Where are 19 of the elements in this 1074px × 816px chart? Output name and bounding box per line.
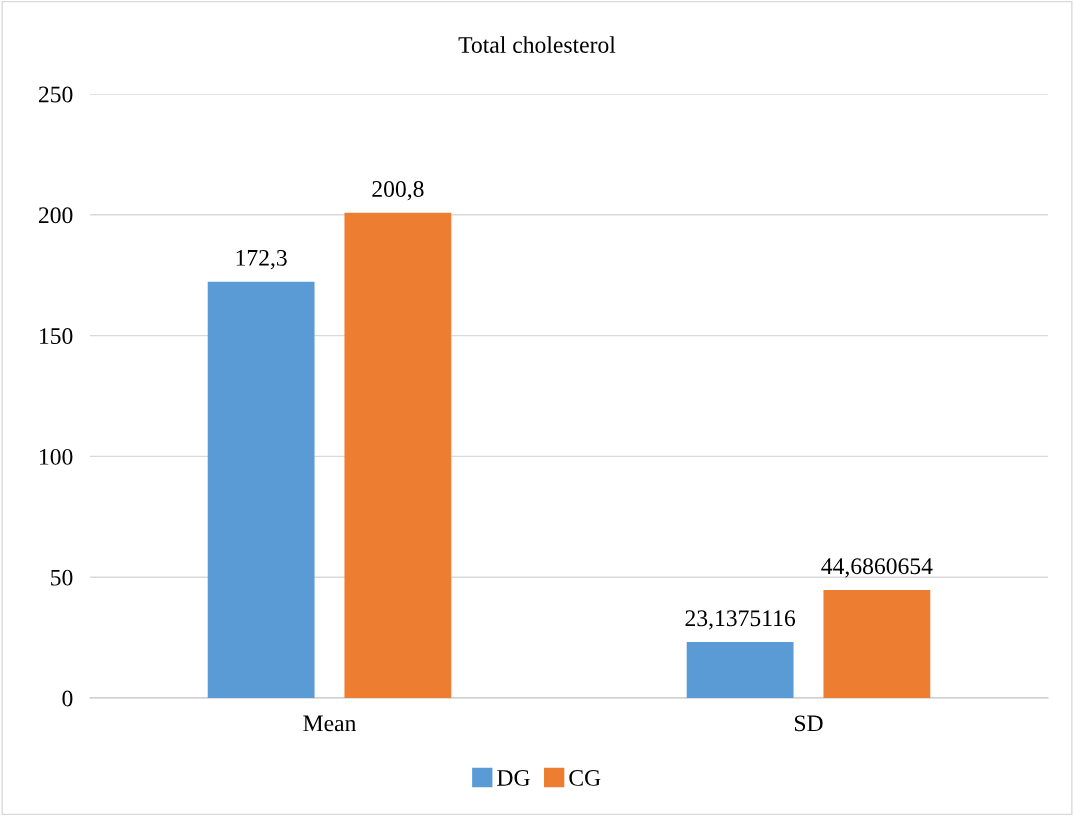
bar [207, 281, 315, 698]
y-tick-label: 200 [38, 207, 73, 224]
x-tick-label: SD [794, 715, 823, 732]
bar [344, 212, 452, 698]
legend-label: DG [497, 770, 530, 786]
data-label: 44,6860654 [821, 558, 933, 578]
data-label: 23,1375116 [685, 610, 796, 630]
x-tick-label: Mean [303, 715, 357, 732]
bar [823, 590, 931, 698]
data-label: 172,3 [236, 249, 287, 270]
bar [686, 642, 794, 698]
y-tick-label: 50 [51, 569, 73, 586]
y-tick-label: 250 [38, 86, 73, 103]
data-label: 200,8 [372, 181, 424, 201]
legend-label: CG [569, 770, 601, 786]
chart-title: Total cholesterol [458, 36, 616, 53]
y-tick-label: 100 [39, 448, 73, 465]
y-tick-label: 0 [62, 690, 73, 707]
y-tick-label: 150 [39, 328, 73, 345]
